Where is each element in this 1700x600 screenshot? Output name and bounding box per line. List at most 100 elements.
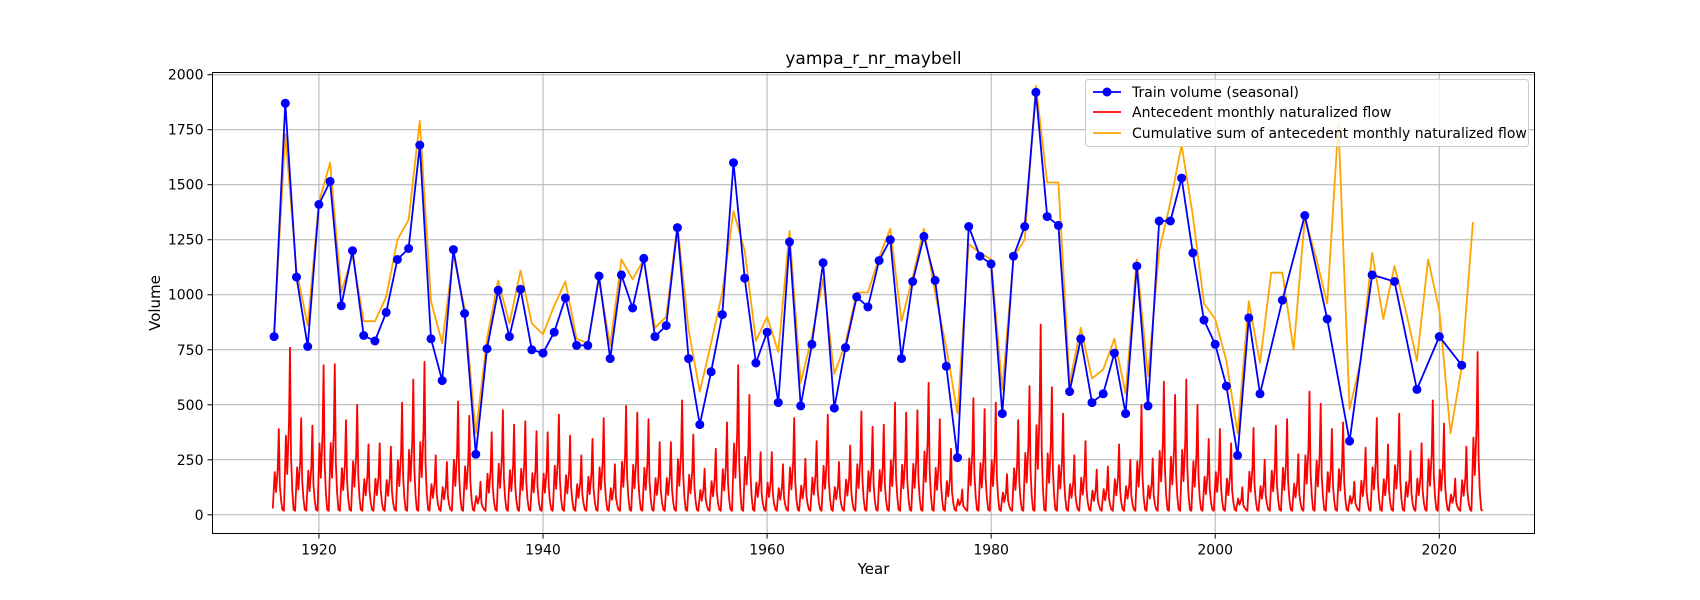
train-volume-point (336, 301, 346, 311)
train-volume-point (684, 354, 694, 364)
train-volume-point (1009, 251, 1018, 261)
train-volume-point (370, 336, 380, 346)
train-volume-point (1143, 401, 1153, 411)
train-volume-line (273, 91, 1463, 459)
train-volume-point (549, 327, 559, 337)
train-volume-point (773, 398, 783, 408)
train-volume-point (628, 303, 638, 313)
train-volume-point (1177, 173, 1187, 183)
train-volume-point (796, 401, 806, 411)
train-volume-point (1031, 87, 1041, 97)
train-volume-point (829, 403, 839, 413)
train-volume-point (729, 158, 738, 168)
train-volume-point (717, 310, 727, 320)
train-volume-point (874, 256, 884, 266)
train-volume-point (964, 222, 974, 231)
train-volume-point (392, 255, 402, 264)
train-volume-point (1121, 409, 1131, 419)
legend-marker-train-volume (1102, 87, 1112, 97)
train-volume-point (504, 332, 514, 342)
y-tick-label: 500 (177, 398, 204, 414)
train-volume-point (1277, 295, 1287, 305)
monthly-flow-line (271, 323, 1484, 512)
y-tick-label: 1500 (168, 178, 204, 194)
train-volume-point (1300, 211, 1310, 220)
train-volume-point (1457, 360, 1467, 370)
train-volume-point (1109, 348, 1119, 358)
train-volume-point (908, 277, 918, 286)
legend-label-monthly-flow: Antecedent monthly naturalized flow (1132, 105, 1391, 121)
train-volume-point (1165, 216, 1175, 226)
y-axis-label: Volume (146, 275, 164, 331)
cumulative-flow-line (273, 84, 1474, 435)
train-volume-point (269, 332, 279, 342)
train-volume-point (1087, 398, 1097, 408)
train-volume-point (852, 292, 862, 302)
train-volume-point (930, 275, 940, 285)
plot-frame (212, 72, 1535, 534)
plot-series (269, 84, 1484, 512)
train-volume-point (841, 343, 850, 353)
y-tick-label: 1000 (168, 288, 204, 304)
train-volume-point (751, 358, 761, 368)
train-volume-point (605, 354, 615, 364)
legend: Train volume (seasonal) Antecedent month… (1085, 79, 1529, 147)
y-tick-label: 750 (177, 343, 204, 359)
train-volume-point (1345, 436, 1355, 446)
train-volume-point (1132, 261, 1142, 271)
train-volume-point (1199, 315, 1209, 325)
train-volume-point (695, 420, 705, 430)
train-volume-point (448, 245, 458, 255)
train-volume-point (986, 259, 996, 269)
y-tick-label: 250 (177, 453, 204, 469)
train-volume-point (639, 253, 649, 263)
train-volume-point (314, 200, 324, 209)
x-axis-ticks: 1920 1940 1960 1980 2000 2020 (301, 533, 1457, 559)
train-volume-point (1065, 387, 1075, 397)
train-volume-point (616, 270, 626, 280)
train-volume-point (661, 321, 671, 331)
x-tick-label: 1960 (749, 543, 785, 559)
train-volume-point (348, 246, 357, 256)
train-volume-point (1244, 313, 1254, 323)
train-volume-point (460, 309, 470, 318)
train-volume-point (706, 367, 716, 377)
train-volume-point (1322, 314, 1332, 324)
train-volume-point (1367, 270, 1377, 280)
train-volume-point (1020, 222, 1030, 231)
train-volume-point (919, 231, 929, 241)
train-volume-point (1210, 339, 1220, 349)
train-volume-point (785, 237, 794, 247)
train-volume-point (303, 342, 313, 351)
train-volume-point (1076, 334, 1086, 344)
legend-label-cumulative-flow: Cumulative sum of antecedent monthly nat… (1132, 126, 1527, 142)
train-volume-point (482, 344, 492, 354)
legend-box (1085, 79, 1529, 147)
train-volume-point (381, 307, 391, 317)
train-volume-point (672, 223, 682, 233)
train-volume-point (740, 273, 750, 283)
train-volume-point (863, 302, 873, 312)
train-volume-point (1154, 216, 1164, 226)
train-volume-point (1233, 450, 1243, 460)
x-axis-label: Year (857, 560, 891, 578)
train-volume-point (493, 285, 503, 295)
train-volume-point (359, 331, 369, 340)
train-volume-point (1098, 389, 1108, 399)
x-tick-label: 2000 (1197, 543, 1233, 559)
train-volume-point (280, 98, 290, 108)
y-tick-label: 1250 (168, 233, 204, 249)
y-axis-ticks: 0 250 500 750 1000 1250 1500 1750 2000 (168, 68, 213, 524)
train-volume-point (1042, 212, 1052, 222)
train-volume-point (807, 339, 817, 349)
y-tick-label: 2000 (168, 68, 204, 84)
train-volume-point (415, 140, 425, 150)
legend-label-train-volume: Train volume (seasonal) (1131, 85, 1299, 101)
train-volume-point (325, 176, 335, 186)
train-volume-point (471, 449, 481, 459)
train-volume-point (292, 272, 301, 282)
train-volume-point (560, 293, 570, 303)
train-volume-point (953, 453, 962, 463)
grid-lines (212, 72, 1535, 534)
